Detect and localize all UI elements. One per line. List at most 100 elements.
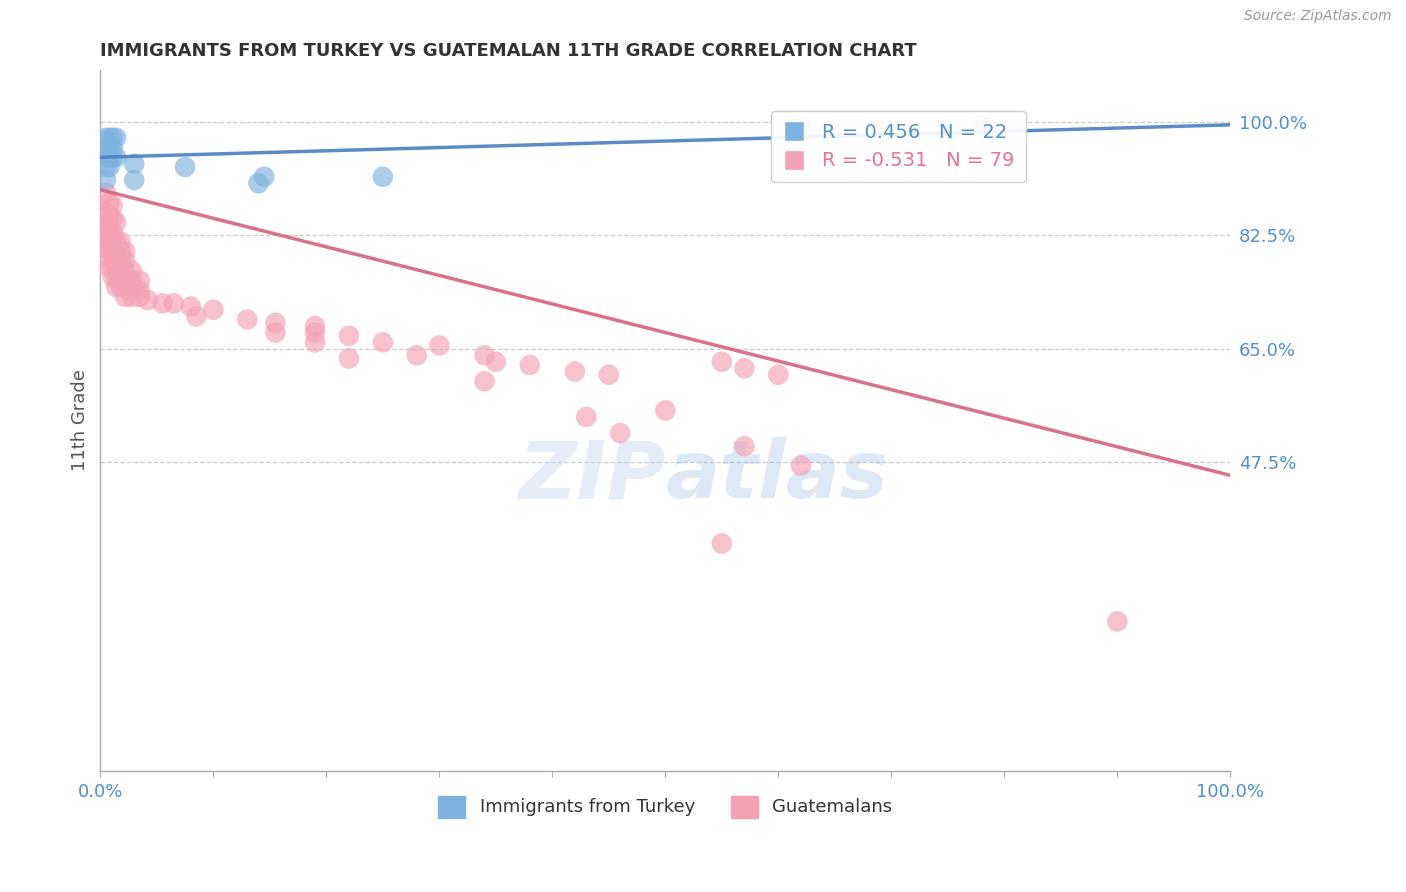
- Point: [101, 260, 124, 275]
- Point: [105, 251, 128, 265]
- Point: [121, 290, 143, 304]
- Text: ZIP: ZIP: [517, 437, 665, 516]
- Point: [98, 150, 121, 164]
- Point: [101, 211, 124, 226]
- Point: [202, 302, 225, 317]
- Point: [1107, 615, 1129, 629]
- Point: [110, 235, 132, 249]
- Point: [519, 358, 541, 372]
- Point: [110, 244, 132, 259]
- Point: [152, 296, 174, 310]
- Point: [474, 374, 496, 388]
- Point: [110, 280, 132, 294]
- Point: [94, 225, 117, 239]
- Point: [94, 130, 117, 145]
- Point: [101, 130, 124, 145]
- Text: IMMIGRANTS FROM TURKEY VS GUATEMALAN 11TH GRADE CORRELATION CHART: IMMIGRANTS FROM TURKEY VS GUATEMALAN 11T…: [100, 42, 917, 60]
- Point: [371, 335, 394, 350]
- Text: atlas: atlas: [665, 437, 889, 516]
- Point: [733, 361, 755, 376]
- Point: [174, 160, 197, 174]
- Point: [114, 290, 136, 304]
- Point: [427, 338, 450, 352]
- Point: [94, 186, 117, 200]
- Point: [121, 284, 143, 298]
- Point: [98, 209, 121, 223]
- Point: [101, 270, 124, 285]
- Text: Source: ZipAtlas.com: Source: ZipAtlas.com: [1244, 9, 1392, 23]
- Point: [101, 251, 124, 265]
- Point: [609, 426, 631, 441]
- Point: [264, 326, 287, 340]
- Point: [337, 351, 360, 366]
- Point: [105, 215, 128, 229]
- Point: [101, 150, 124, 164]
- Point: [122, 157, 145, 171]
- Point: [110, 254, 132, 268]
- Point: [114, 274, 136, 288]
- Point: [710, 536, 733, 550]
- Point: [94, 231, 117, 245]
- Point: [98, 160, 121, 174]
- Point: [101, 241, 124, 255]
- Point: [114, 254, 136, 268]
- Point: [598, 368, 620, 382]
- Point: [114, 244, 136, 259]
- Point: [163, 296, 186, 310]
- Point: [101, 140, 124, 154]
- Point: [101, 225, 124, 239]
- Point: [110, 270, 132, 285]
- Y-axis label: 11th Grade: 11th Grade: [72, 369, 89, 471]
- Point: [105, 260, 128, 275]
- Point: [114, 264, 136, 278]
- Point: [247, 176, 270, 190]
- Point: [405, 348, 427, 362]
- Point: [129, 284, 152, 298]
- Point: [710, 355, 733, 369]
- Point: [98, 260, 121, 275]
- Point: [264, 316, 287, 330]
- Point: [101, 199, 124, 213]
- Point: [98, 219, 121, 233]
- Point: [98, 225, 121, 239]
- Point: [253, 169, 276, 184]
- Point: [474, 348, 496, 362]
- Point: [121, 274, 143, 288]
- Point: [94, 219, 117, 233]
- Point: [371, 169, 394, 184]
- Point: [337, 328, 360, 343]
- Point: [485, 355, 508, 369]
- Point: [98, 195, 121, 210]
- Point: [121, 264, 143, 278]
- Point: [105, 244, 128, 259]
- Point: [114, 280, 136, 294]
- Point: [98, 251, 121, 265]
- Point: [180, 300, 202, 314]
- Point: [122, 173, 145, 187]
- Point: [105, 150, 128, 164]
- Point: [970, 118, 993, 132]
- Point: [105, 235, 128, 249]
- Point: [790, 121, 813, 136]
- Point: [98, 231, 121, 245]
- Point: [654, 403, 676, 417]
- Point: [790, 458, 813, 473]
- Point: [236, 312, 259, 326]
- Point: [129, 290, 152, 304]
- Point: [101, 231, 124, 245]
- Point: [136, 293, 159, 307]
- Point: [105, 270, 128, 285]
- Point: [768, 368, 790, 382]
- Point: [94, 160, 117, 174]
- Point: [94, 205, 117, 219]
- Point: [94, 173, 117, 187]
- Legend: Immigrants from Turkey, Guatemalans: Immigrants from Turkey, Guatemalans: [430, 789, 900, 825]
- Point: [186, 310, 208, 324]
- Point: [94, 241, 117, 255]
- Point: [98, 130, 121, 145]
- Point: [129, 274, 152, 288]
- Point: [105, 280, 128, 294]
- Point: [98, 140, 121, 154]
- Point: [304, 326, 326, 340]
- Point: [94, 140, 117, 154]
